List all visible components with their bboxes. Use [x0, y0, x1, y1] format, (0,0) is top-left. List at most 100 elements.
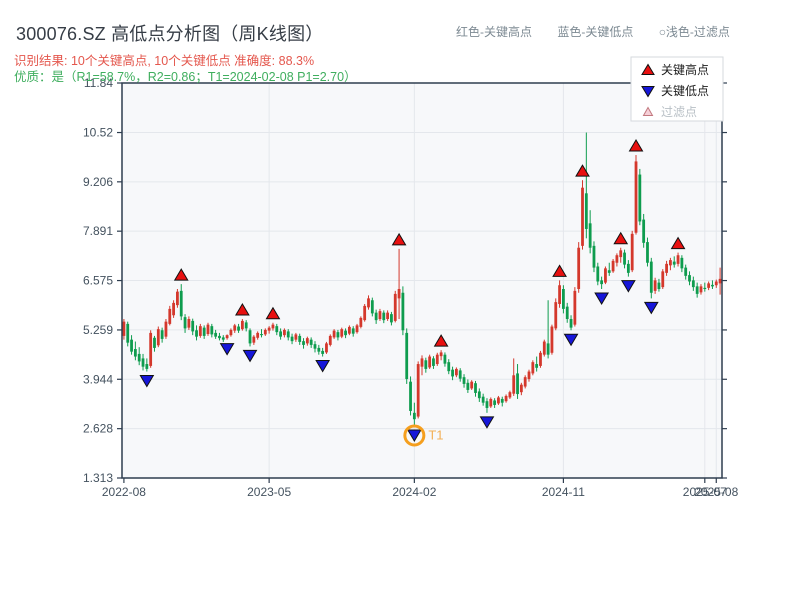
candle-body	[302, 341, 305, 345]
key-high-marker	[628, 139, 644, 152]
key-high-marker	[670, 236, 686, 250]
candle-body	[642, 219, 646, 243]
candle-body	[244, 322, 248, 329]
candle-body	[256, 332, 260, 338]
x-tick-label: 2024-02	[392, 485, 436, 499]
candle-body	[172, 302, 175, 316]
legend-item-label: 过滤点	[661, 105, 697, 119]
candle-body	[332, 330, 336, 338]
candle-body	[584, 193, 588, 229]
candle-body	[554, 302, 558, 329]
top-legend-key-low: 蓝色-关键低点	[557, 25, 634, 39]
candle-body	[206, 324, 210, 335]
candle-body	[493, 400, 497, 405]
candle-body	[409, 381, 412, 411]
candle-body	[275, 326, 279, 333]
candle-body	[531, 362, 535, 374]
top-legend-filtered: ○浅色-过滤点	[658, 25, 730, 39]
candle-body	[527, 371, 531, 380]
candle-body	[626, 263, 630, 273]
top-legend: 红色-关键高点 蓝色-关键低点 ○浅色-过滤点	[456, 23, 730, 40]
candle-body	[367, 298, 370, 308]
candle-body	[500, 398, 504, 403]
candle-body	[470, 381, 474, 389]
candle-body	[183, 317, 187, 329]
y-tick-label: 9.206	[83, 175, 113, 189]
candle-body	[279, 331, 282, 337]
candle-body	[374, 312, 378, 321]
key-low-marker	[139, 375, 155, 388]
candle-body	[210, 326, 214, 335]
candle-body	[420, 358, 424, 367]
candle-body	[321, 350, 325, 354]
candle-body	[363, 305, 367, 321]
y-tick-label: 6.575	[83, 274, 113, 288]
candle-body	[218, 335, 221, 339]
page-title: 300076.SZ 高低点分析图（周K线图）	[16, 24, 324, 44]
candle-body	[657, 282, 661, 289]
t1-ring	[403, 424, 426, 447]
candle-body	[630, 233, 634, 271]
candle-body	[191, 320, 195, 332]
candle-body	[684, 267, 688, 276]
y-tick-label: 1.313	[83, 471, 113, 485]
candle-body	[443, 354, 447, 364]
key-high-marker	[265, 306, 281, 320]
candle-body	[317, 347, 321, 352]
candle-body	[122, 321, 126, 336]
candle-body	[347, 326, 351, 334]
x-tick-label: 2022-08	[102, 485, 146, 499]
candle-body	[290, 336, 294, 342]
candle-body	[390, 314, 393, 323]
candle-body	[707, 283, 711, 288]
recognition-result-text: 识别结果: 10个关键高点, 10个关键低点 准确度: 88.3%	[14, 54, 315, 68]
candle-body	[294, 334, 298, 340]
candle-body	[581, 187, 584, 246]
candle-body	[653, 280, 657, 291]
candle-body	[286, 331, 290, 338]
candle-body	[133, 349, 137, 357]
candle-body	[634, 161, 638, 233]
candle-body	[485, 401, 489, 408]
x-tick-label: 2023-05	[247, 485, 291, 499]
x-tick-label: 2025-07	[683, 485, 727, 499]
candle-body	[623, 252, 626, 265]
candle-body	[454, 368, 458, 376]
candle-body	[588, 223, 592, 248]
candle-body	[535, 364, 539, 368]
candle-body	[703, 287, 707, 289]
candle-body	[680, 257, 684, 269]
candle-body	[149, 332, 153, 366]
candle-body	[504, 395, 508, 402]
candle-body	[665, 263, 668, 273]
candle-body	[313, 344, 317, 349]
candle-body	[267, 327, 271, 331]
y-tick-label: 10.52	[83, 126, 113, 140]
candle-body	[412, 412, 416, 420]
candle-body	[202, 327, 206, 336]
candle-body	[695, 286, 699, 294]
candle-body	[309, 339, 313, 345]
x-tick-label: 2025-08	[694, 485, 738, 499]
candle-body	[474, 383, 477, 393]
candle-body	[481, 396, 485, 403]
legend-item-label: 关键高点	[661, 62, 709, 77]
candle-body	[458, 370, 462, 379]
candle-body	[565, 306, 569, 320]
candle-body	[550, 326, 554, 353]
key-high-marker	[552, 264, 567, 277]
candle-body	[558, 285, 561, 305]
candle-body	[432, 358, 435, 366]
candle-body	[225, 335, 229, 339]
candle-body	[672, 261, 676, 265]
candle-body	[401, 292, 405, 331]
y-tick-label: 11.84	[84, 76, 113, 90]
candle-body	[145, 364, 149, 369]
candle-body	[646, 242, 649, 263]
candle-body	[592, 245, 596, 268]
candle-body	[604, 268, 607, 283]
candle-body	[237, 326, 240, 331]
candle-body	[466, 382, 470, 390]
candle-body	[214, 332, 218, 337]
